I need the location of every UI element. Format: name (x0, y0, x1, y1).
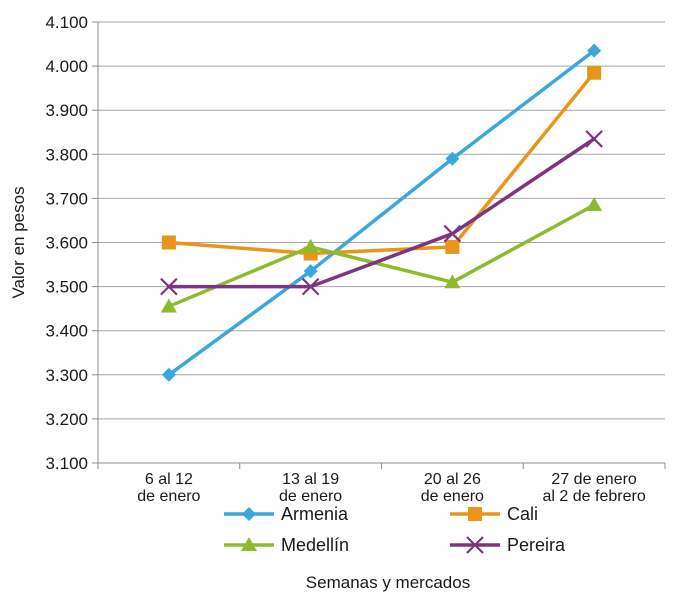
data-point-armenia (303, 264, 318, 279)
y-tick-label: 3.400 (45, 322, 88, 341)
data-point-medellin (160, 298, 177, 313)
x-marker-stroke (585, 130, 603, 148)
data-point-armenia (445, 151, 460, 166)
y-tick-label: 4.100 (45, 13, 88, 32)
data-point-pereira (301, 277, 320, 296)
data-point-pereira (585, 130, 603, 148)
x-marker-stroke (301, 277, 320, 296)
y-tick-label: 3.700 (45, 189, 88, 208)
data-point-armenia (587, 43, 602, 58)
series-line-medellin (167, 203, 596, 309)
x-tick-label: al 2 de febrero (543, 488, 646, 505)
data-point-medellin (302, 238, 319, 253)
legend-marker-medellin (241, 537, 257, 551)
legend-marker-cali (468, 507, 482, 521)
y-tick-label: 3.300 (45, 366, 88, 385)
x-tick-label: de enero (421, 488, 484, 505)
data-point-cali (161, 235, 176, 250)
legend-label-pereira: Pereira (507, 535, 566, 555)
y-tick-label: 3.100 (45, 454, 88, 473)
x-tick-label: 6 al 12 (145, 471, 193, 488)
x-marker-stroke (466, 536, 484, 554)
x-tick-label: 27 de enero (551, 471, 637, 488)
x-tick-label: 13 al 19 (282, 471, 339, 488)
y-tick-label: 3.200 (45, 410, 88, 429)
legend-marker-pereira (466, 536, 484, 554)
y-axis-title: Valor en pesos (9, 186, 28, 298)
series-line-cali (167, 70, 596, 256)
y-tick-label: 3.900 (45, 101, 88, 120)
y-tick-label: 3.600 (45, 234, 88, 253)
x-tick-label: 20 al 26 (424, 471, 481, 488)
data-point-armenia (161, 367, 176, 382)
y-tick-label: 4.000 (45, 57, 88, 76)
legend-label-armenia: Armenia (281, 504, 349, 524)
data-point-pereira (443, 224, 462, 243)
data-point-medellin (586, 197, 603, 212)
data-point-pereira (160, 277, 178, 296)
y-tick-label: 3.500 (45, 278, 88, 297)
series-line-armenia (167, 48, 596, 377)
x-marker-stroke (160, 277, 178, 296)
legend-label-medellin: Medellín (281, 535, 349, 555)
data-point-medellin (444, 274, 461, 289)
gridlines (98, 21, 665, 464)
data-point-cali (587, 65, 602, 80)
x-marker-stroke (443, 224, 462, 243)
legend-marker-armenia (242, 507, 256, 521)
legend-label-cali: Cali (507, 504, 538, 524)
y-tick-label: 3.800 (45, 145, 88, 164)
x-axis-title: Semanas y mercados (306, 573, 470, 592)
x-tick-label: de enero (279, 488, 342, 505)
data-point-cali (445, 239, 460, 254)
x-tick-label: de enero (137, 488, 200, 505)
series-line-pereira (167, 137, 596, 289)
